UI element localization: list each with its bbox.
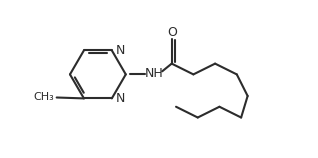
- Text: CH₃: CH₃: [34, 92, 54, 103]
- Text: N: N: [116, 92, 125, 105]
- Text: N: N: [116, 44, 125, 57]
- Text: O: O: [168, 26, 177, 39]
- Text: NH: NH: [145, 67, 164, 80]
